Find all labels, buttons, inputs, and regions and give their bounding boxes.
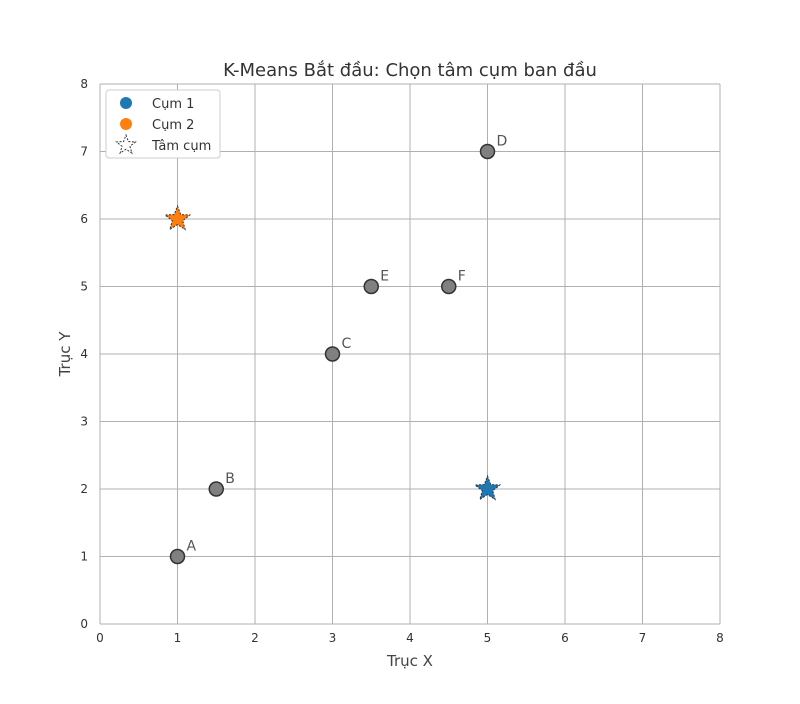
data-point <box>479 143 496 160</box>
y-tick-label: 1 <box>80 550 88 564</box>
data-point <box>169 548 186 565</box>
centroid-star <box>163 204 192 231</box>
tick-labels: 0 1 2 3 4 5 6 7 8 0 1 2 3 4 5 6 7 8 <box>80 77 723 645</box>
x-tick-label: 7 <box>639 631 647 645</box>
centroids <box>163 204 502 501</box>
x-tick-label: 1 <box>174 631 182 645</box>
data-point <box>208 481 224 497</box>
point-label: F <box>458 269 466 285</box>
legend-marker <box>115 133 137 155</box>
legend: Cụm 1 Cụm 2 Tâm cụm <box>105 89 221 159</box>
data-point <box>363 278 379 295</box>
legend-box <box>105 89 221 159</box>
legend-label: Tâm cụm <box>151 139 211 154</box>
y-tick-label: 7 <box>80 145 88 159</box>
legend-marker <box>120 118 132 130</box>
x-tick-label: 4 <box>406 631 414 645</box>
point-label: A <box>187 539 197 555</box>
data-point <box>324 346 341 362</box>
point-label: D <box>497 134 508 150</box>
y-tick-label: 8 <box>80 77 88 91</box>
y-tick-label: 2 <box>80 482 88 496</box>
x-axis-label: Trục X <box>386 652 433 670</box>
y-tick-label: 3 <box>80 415 88 429</box>
data-points: A B C D E F <box>169 134 508 565</box>
x-tick-label: 6 <box>561 631 569 645</box>
x-tick-label: 5 <box>484 631 492 645</box>
legend-marker <box>120 97 132 109</box>
y-tick-label: 0 <box>80 617 88 631</box>
y-tick-label: 6 <box>80 212 88 226</box>
legend-label: Cụm 2 <box>152 118 194 133</box>
x-tick-label: 0 <box>96 631 104 645</box>
y-tick-label: 5 <box>80 280 88 294</box>
data-point <box>441 278 457 295</box>
y-tick-label: 4 <box>80 347 88 361</box>
chart-title: K-Means Bắt đầu: Chọn tâm cụm ban đầu <box>223 60 597 81</box>
x-tick-label: 2 <box>251 631 259 645</box>
point-label: E <box>380 269 389 285</box>
x-tick-label: 8 <box>716 631 724 645</box>
legend-label: Cụm 1 <box>152 97 194 112</box>
y-axis-label: Trục Y <box>56 331 74 378</box>
centroid-star <box>473 474 502 501</box>
point-label: C <box>342 336 352 352</box>
point-label: B <box>225 471 235 487</box>
x-tick-label: 3 <box>329 631 337 645</box>
grid-lines <box>99 83 721 625</box>
